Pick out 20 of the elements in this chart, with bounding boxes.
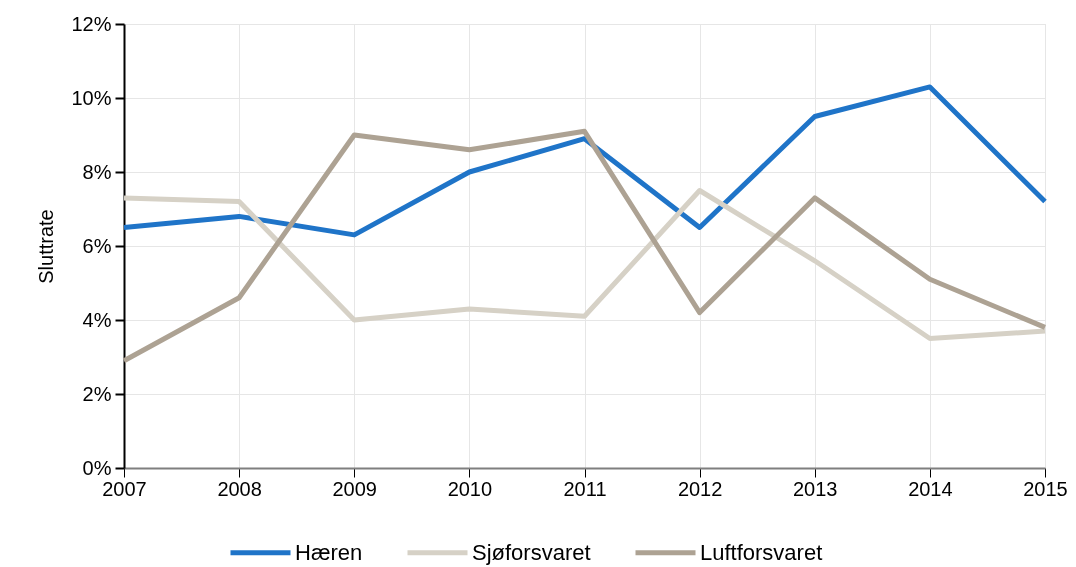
x-tick-label: 2011 (563, 477, 607, 500)
x-tick-label: 2013 (793, 477, 838, 500)
x-tick-label: 2007 (102, 477, 147, 500)
y-tick-label: 4% (82, 308, 112, 331)
legend-label: Luftforsvaret (700, 539, 823, 565)
y-tick-label: 8% (82, 160, 112, 183)
legend-label: Hæren (295, 539, 363, 565)
x-tick-label: 2008 (217, 477, 262, 500)
y-tick-label: 10% (71, 86, 112, 109)
x-tick-label: 2014 (908, 477, 953, 500)
x-tick-label: 2015 (1023, 477, 1068, 500)
y-tick-label: 6% (82, 234, 112, 257)
x-tick-label: 2012 (677, 477, 723, 500)
y-tick-label: 12% (71, 12, 112, 35)
x-tick-label: 2009 (332, 477, 377, 500)
y-axis-title: Sluttrate (35, 209, 58, 284)
x-tick-label: 2010 (447, 477, 493, 500)
legend-label: Sjøforsvaret (472, 539, 591, 565)
y-tick-label: 2% (82, 382, 112, 405)
y-tick-label: 0% (82, 456, 112, 479)
